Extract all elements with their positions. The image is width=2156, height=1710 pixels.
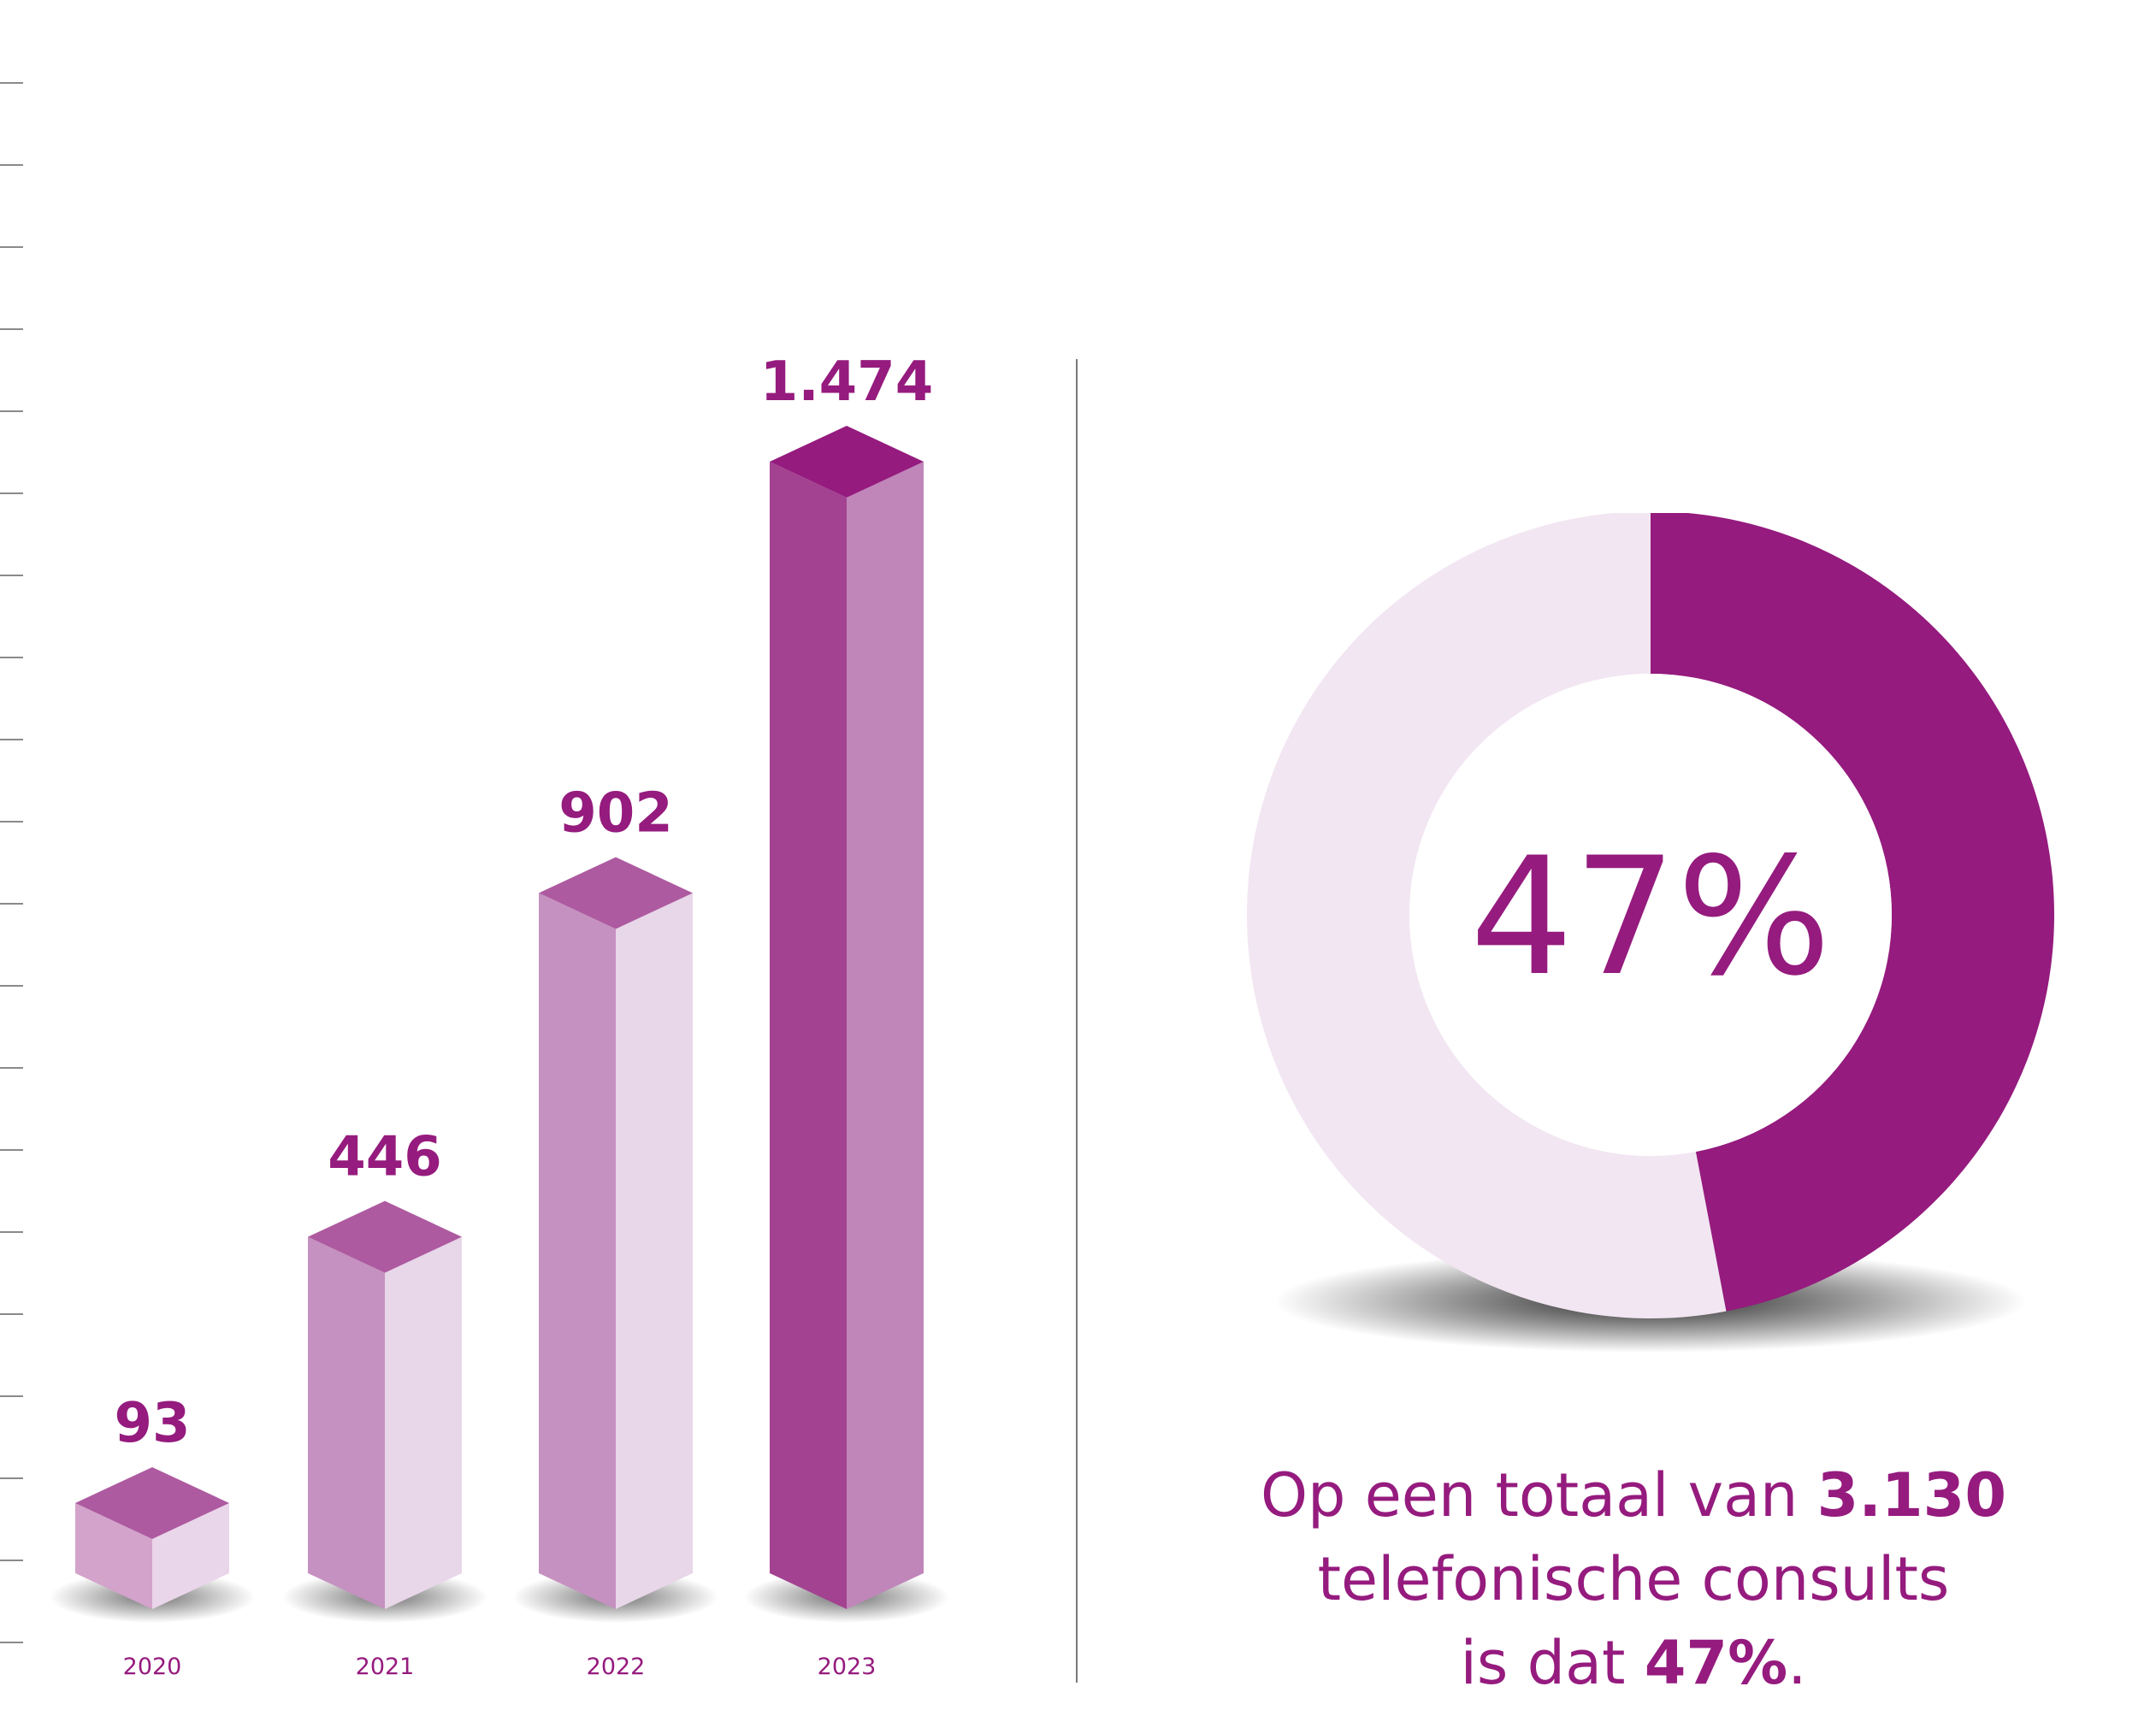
- bar-top-face: [770, 426, 924, 498]
- donut-slice-remainder: [1247, 513, 1727, 1318]
- bar-2021: 446 2021: [282, 1126, 487, 1680]
- donut-chart: 47%: [1247, 513, 2055, 1353]
- bar-category-label: 2022: [587, 1654, 646, 1680]
- caption-text: Op een totaal van 3.130 telefonische con…: [1180, 1454, 2087, 1705]
- bar-value-label: 93: [114, 1392, 190, 1455]
- donut-hole: [1409, 674, 1892, 1156]
- bar-category-label: 2021: [356, 1654, 415, 1680]
- bar-left-face: [308, 1236, 385, 1609]
- bar-value-label: 902: [558, 781, 673, 845]
- bar-right-face: [616, 893, 693, 1609]
- bar-category-label: 2020: [123, 1654, 182, 1680]
- bar-left-face: [539, 893, 616, 1609]
- bar-top-face: [75, 1466, 229, 1539]
- bar-right-face: [385, 1236, 462, 1609]
- bar-value-label: 446: [328, 1126, 442, 1189]
- bar-2023: 1.474 2023: [744, 351, 949, 1680]
- divider-line: [1076, 359, 1078, 1683]
- bar-category-label: 2023: [818, 1654, 877, 1680]
- bar-2020: 93 2020: [50, 1392, 255, 1680]
- caption-line-1: Op een totaal van 3.130: [1260, 1460, 2007, 1530]
- bar-2022: 902 2022: [513, 781, 718, 1680]
- bar-left-face: [770, 462, 847, 1609]
- bar-top-face: [539, 857, 693, 929]
- bar-top-face: [308, 1200, 462, 1273]
- ruler-ticks: [0, 82, 23, 1643]
- donut-slice-primary: [1651, 513, 2055, 1312]
- bar-right-face: [847, 462, 924, 1609]
- bar-value-label: 1.474: [760, 351, 933, 414]
- caption-line-2: telefonische consults: [1317, 1544, 1950, 1614]
- caption-line-3: is dat 47%.: [1460, 1628, 1807, 1698]
- bar-left-face: [75, 1502, 152, 1609]
- bar-right-face: [152, 1502, 229, 1609]
- bar-chart: 93 2020 446 2021 902 2022 1.474 2023: [50, 351, 949, 1680]
- donut-center-label: 47%: [1470, 823, 1831, 1011]
